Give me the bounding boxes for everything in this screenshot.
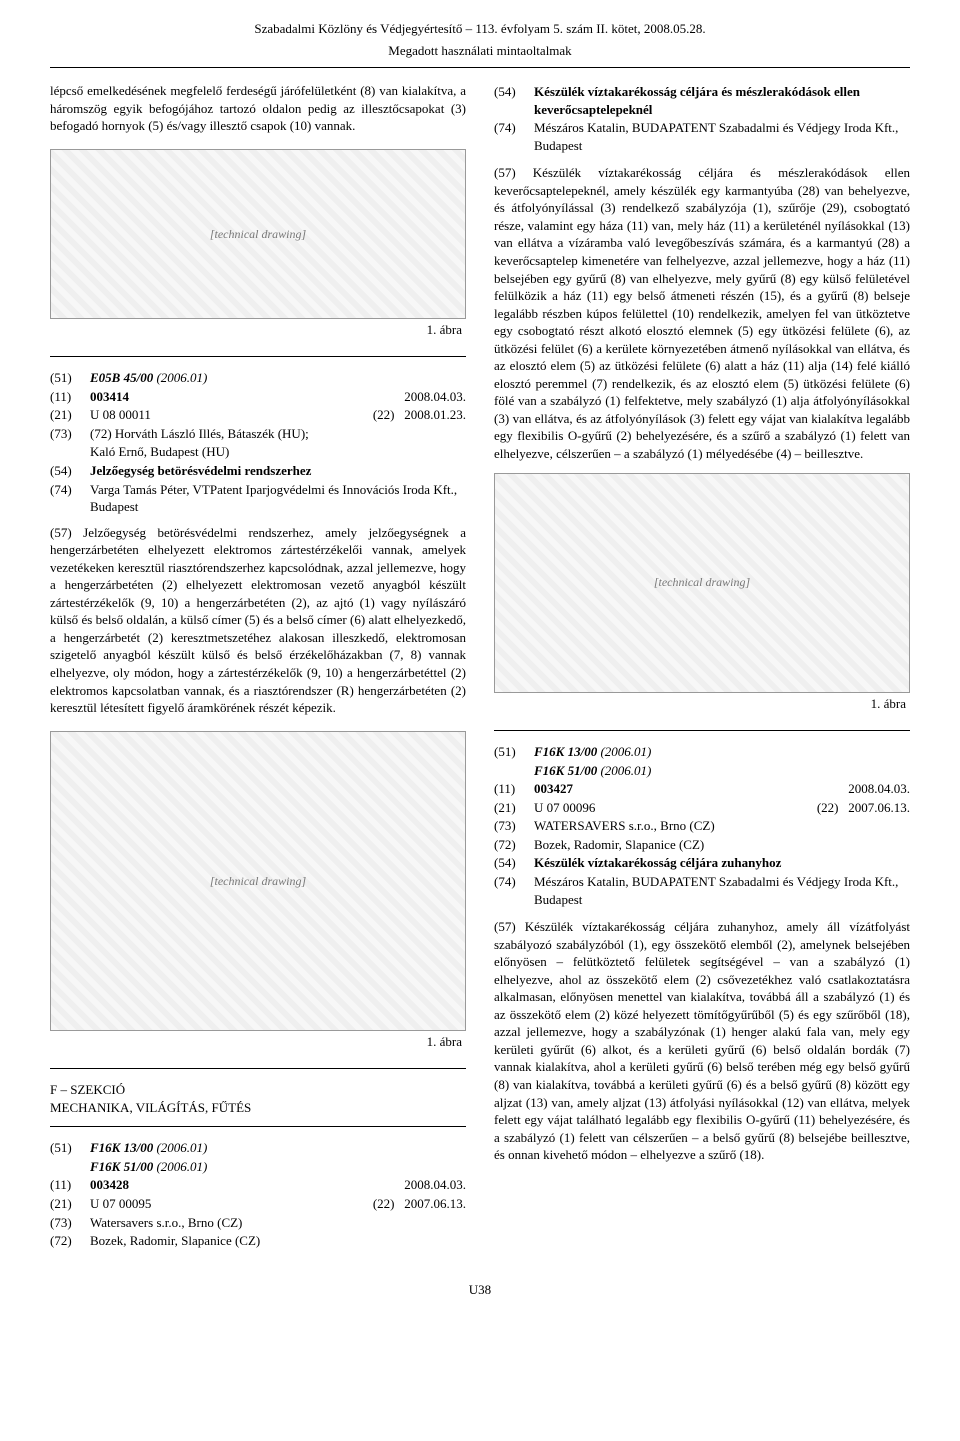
code-22: (22) bbox=[373, 407, 395, 422]
code-11: (11) bbox=[494, 780, 528, 798]
date-11: 2008.04.03. bbox=[848, 780, 910, 798]
section-title: MECHANIKA, VILÁGÍTÁS, FŰTÉS bbox=[50, 1099, 466, 1117]
entry-3: (54) Készülék víztakarékosság céljára és… bbox=[494, 83, 910, 154]
code-72: (72) bbox=[494, 836, 528, 854]
entry4-abstract: (57) Készülék víztakarékosság céljára zu… bbox=[494, 918, 910, 1164]
title-54: Készülék víztakarékosság céljára és mész… bbox=[534, 83, 910, 118]
ipc-code-2: F16K 51/00 bbox=[90, 1159, 153, 1174]
date-22: 2007.06.13. bbox=[404, 1196, 466, 1211]
ipc-year: (2006.01) bbox=[156, 1140, 207, 1155]
app-number: 003414 bbox=[90, 389, 129, 404]
app-number: 003427 bbox=[534, 781, 573, 796]
ipc-year-2: (2006.01) bbox=[600, 763, 651, 778]
section-f-rule-bottom bbox=[50, 1126, 466, 1127]
code-72: (72) bbox=[50, 1232, 84, 1250]
applicant: Watersavers s.r.o., Brno (CZ) bbox=[90, 1214, 466, 1232]
code-11: (11) bbox=[50, 1176, 84, 1194]
code-51: (51) bbox=[50, 1139, 84, 1157]
spacer bbox=[50, 443, 84, 461]
title-54: Jelzőegység betörésvédelmi rendszerhez bbox=[90, 462, 466, 480]
inventor: Bozek, Radomir, Slapanice (CZ) bbox=[534, 836, 910, 854]
inventor-1: (72) Horváth László Illés, Bátaszék (HU)… bbox=[90, 425, 466, 443]
code-74: (74) bbox=[494, 119, 528, 154]
figure-1-left: [technical drawing] bbox=[50, 149, 466, 319]
page-number: U38 bbox=[50, 1281, 910, 1299]
code-73: (73) bbox=[50, 425, 84, 443]
ipc-code: F16K 13/00 bbox=[90, 1140, 153, 1155]
ipc-code: F16K 13/00 bbox=[534, 744, 597, 759]
two-column-layout: lépcső emelkedésének megfelelő ferdeségű… bbox=[50, 82, 910, 1251]
date-22: 2008.01.23. bbox=[404, 407, 466, 422]
ipc-year: (2006.01) bbox=[600, 744, 651, 759]
entry3-abstract: (57) Készülék víztakarékosság céljára és… bbox=[494, 164, 910, 462]
entry-2: (51) F16K 13/00 (2006.01) F16K 51/00 (20… bbox=[50, 1139, 466, 1249]
applicant: WATERSAVERS s.r.o., Brno (CZ) bbox=[534, 817, 910, 835]
ipc-code: E05B 45/00 bbox=[90, 370, 153, 385]
section-code: F – SZEKCIÓ bbox=[50, 1081, 466, 1099]
left-column: lépcső emelkedésének megfelelő ferdeségű… bbox=[50, 82, 466, 1251]
agent: Mészáros Katalin, BUDAPATENT Szabadalmi … bbox=[534, 873, 910, 908]
code-54: (54) bbox=[50, 462, 84, 480]
header-title: Szabadalmi Közlöny és Védjegyértesítő – … bbox=[50, 20, 910, 38]
date-11: 2008.04.03. bbox=[404, 388, 466, 406]
entry-1: (51) E05B 45/00 (2006.01) (11) 003414 20… bbox=[50, 369, 466, 515]
figure-2-left: [technical drawing] bbox=[50, 731, 466, 1031]
agent-74: Varga Tamás Péter, VTPatent Iparjogvédel… bbox=[90, 481, 466, 516]
header-subtitle: Megadott használati mintaoltalmak bbox=[50, 42, 910, 60]
code-73: (73) bbox=[50, 1214, 84, 1232]
code-22: (22) bbox=[373, 1196, 395, 1211]
code-51: (51) bbox=[50, 369, 84, 387]
inventor: Bozek, Radomir, Slapanice (CZ) bbox=[90, 1232, 466, 1250]
date-11: 2008.04.03. bbox=[404, 1176, 466, 1194]
figure-2-caption: 1. ábra bbox=[50, 1033, 462, 1051]
entry4-rule bbox=[494, 730, 910, 731]
figure-3-caption: 1. ábra bbox=[494, 695, 906, 713]
code-21: (21) bbox=[494, 799, 528, 817]
inventor-2: Kaló Ernő, Budapest (HU) bbox=[90, 443, 466, 461]
code-74: (74) bbox=[50, 481, 84, 516]
figure-1-caption: 1. ábra bbox=[50, 321, 462, 339]
entry-4: (51) F16K 13/00 (2006.01) F16K 51/00 (20… bbox=[494, 743, 910, 908]
page-header: Szabadalmi Közlöny és Védjegyértesítő – … bbox=[50, 20, 910, 59]
section-f-heading: F – SZEKCIÓ MECHANIKA, VILÁGÍTÁS, FŰTÉS bbox=[50, 1081, 466, 1116]
ipc-code-2: F16K 51/00 bbox=[534, 763, 597, 778]
intro-paragraph: lépcső emelkedésének megfelelő ferdeségű… bbox=[50, 82, 466, 135]
figure-3-right: [technical drawing] bbox=[494, 473, 910, 693]
entry1-top-rule bbox=[50, 356, 466, 357]
code-73: (73) bbox=[494, 817, 528, 835]
date-22: 2007.06.13. bbox=[848, 800, 910, 815]
agent: Mészáros Katalin, BUDAPATENT Szabadalmi … bbox=[534, 119, 910, 154]
code-74: (74) bbox=[494, 873, 528, 908]
header-rule bbox=[50, 67, 910, 68]
entry1-abstract: (57) Jelzőegység betörésvédelmi rendszer… bbox=[50, 524, 466, 717]
code-21: (21) bbox=[50, 1195, 84, 1213]
code-11: (11) bbox=[50, 388, 84, 406]
code-54: (54) bbox=[494, 854, 528, 872]
code-22: (22) bbox=[817, 800, 839, 815]
code-54: (54) bbox=[494, 83, 528, 118]
unum: U 07 00096 bbox=[534, 800, 595, 815]
unum: U 08 00011 bbox=[90, 407, 151, 422]
section-f-rule bbox=[50, 1068, 466, 1069]
ipc-year: (2006.01) bbox=[156, 370, 207, 385]
right-column: (54) Készülék víztakarékosság céljára és… bbox=[494, 82, 910, 1251]
title-54: Készülék víztakarékosság céljára zuhanyh… bbox=[534, 854, 910, 872]
code-21: (21) bbox=[50, 406, 84, 424]
unum: U 07 00095 bbox=[90, 1196, 151, 1211]
ipc-year-2: (2006.01) bbox=[156, 1159, 207, 1174]
code-51: (51) bbox=[494, 743, 528, 761]
app-number: 003428 bbox=[90, 1177, 129, 1192]
